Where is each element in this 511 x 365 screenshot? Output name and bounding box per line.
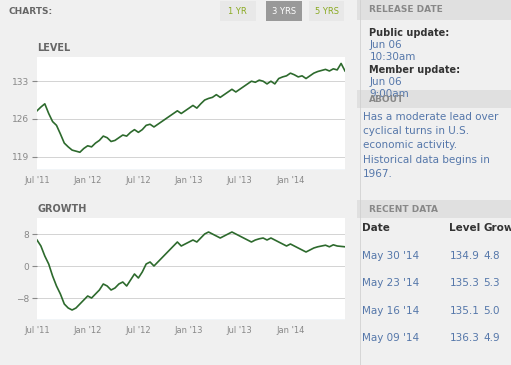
Bar — [309, 1, 344, 21]
Text: GROWTH: GROWTH — [37, 204, 86, 214]
Text: Jun 06: Jun 06 — [369, 40, 402, 50]
Bar — [357, 0, 511, 20]
Bar — [357, 200, 511, 218]
Text: 134.9: 134.9 — [449, 251, 479, 261]
Bar — [220, 1, 256, 21]
Text: May 23 '14: May 23 '14 — [362, 278, 419, 288]
Bar — [266, 1, 302, 21]
Text: Date: Date — [362, 223, 389, 234]
Text: RECENT DATA: RECENT DATA — [369, 204, 438, 214]
Text: Growth: Growth — [483, 223, 511, 234]
Text: 9:00am: 9:00am — [369, 89, 409, 99]
Text: Jun 06: Jun 06 — [369, 77, 402, 87]
Text: Public update:: Public update: — [369, 28, 450, 38]
Text: CHARTS:: CHARTS: — [9, 7, 53, 15]
Text: Has a moderate lead over
cyclical turns in U.S.
economic activity.
Historical da: Has a moderate lead over cyclical turns … — [363, 112, 499, 179]
Text: Level: Level — [449, 223, 481, 234]
Text: 4.9: 4.9 — [483, 333, 500, 343]
Text: 1 YR: 1 YR — [228, 7, 247, 15]
Text: 5.3: 5.3 — [483, 278, 500, 288]
Text: 3 YRS: 3 YRS — [272, 7, 296, 15]
Text: 4.8: 4.8 — [483, 251, 500, 261]
Bar — [357, 90, 511, 108]
Text: LEVEL: LEVEL — [37, 43, 70, 53]
Text: Member update:: Member update: — [369, 65, 460, 75]
Text: 10:30am: 10:30am — [369, 52, 416, 62]
Text: May 16 '14: May 16 '14 — [362, 306, 419, 316]
Text: May 09 '14: May 09 '14 — [362, 333, 419, 343]
Text: RELEASE DATE: RELEASE DATE — [369, 5, 443, 15]
Text: May 30 '14: May 30 '14 — [362, 251, 419, 261]
Text: 136.3: 136.3 — [449, 333, 479, 343]
Text: 5 YRS: 5 YRS — [315, 7, 339, 15]
Text: 135.3: 135.3 — [449, 278, 479, 288]
Text: 135.1: 135.1 — [449, 306, 479, 316]
Text: ABOUT: ABOUT — [369, 95, 405, 104]
Text: 5.0: 5.0 — [483, 306, 500, 316]
